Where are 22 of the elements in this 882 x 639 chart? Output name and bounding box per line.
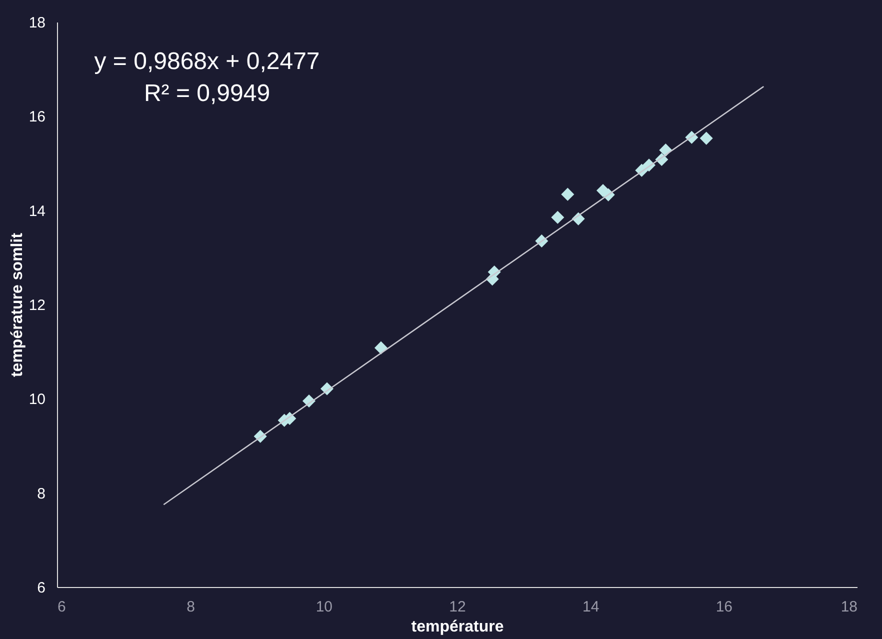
point <box>561 188 574 201</box>
point <box>700 132 713 145</box>
y-tick-label: 10 <box>28 391 46 408</box>
x-tick-label: 18 <box>840 598 858 616</box>
x-tick-label: 10 <box>316 598 333 616</box>
point <box>551 210 564 224</box>
x-tick-label: 16 <box>716 598 733 616</box>
y-tick-label: 6 <box>37 580 46 596</box>
y-tick-label: 12 <box>28 297 46 314</box>
y-tick-label: 14 <box>28 202 46 220</box>
x-axis-title: température <box>411 618 504 636</box>
x-tick-label: 14 <box>582 598 600 616</box>
y-tick-label: 18 <box>28 14 46 32</box>
y-axis-title: température somlit <box>8 232 26 378</box>
y-tick-label: 8 <box>37 485 46 502</box>
x-tick-label: 8 <box>186 598 196 616</box>
point <box>374 341 388 354</box>
x-tick-label: 12 <box>449 598 466 616</box>
annotation: y = 0,9868x + 0,2477 <box>94 48 320 75</box>
y-tick-label: 16 <box>28 108 46 126</box>
x-tick-label: 6 <box>58 598 66 616</box>
annotation: R² = 0,9949 <box>144 80 270 107</box>
